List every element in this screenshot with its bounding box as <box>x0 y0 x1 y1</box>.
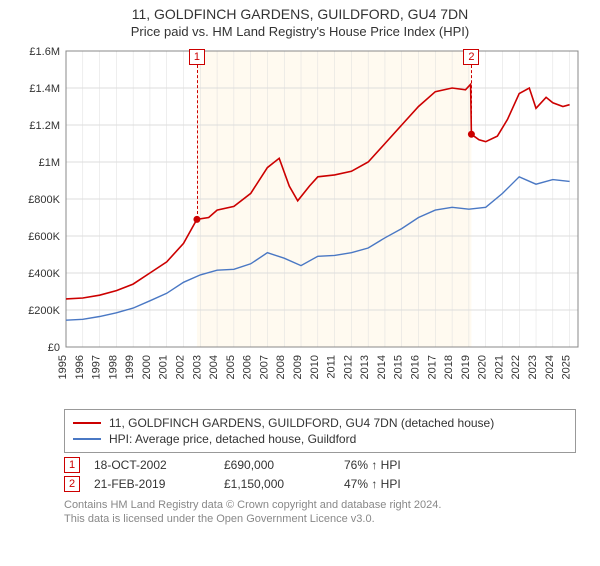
svg-text:2008: 2008 <box>275 355 287 379</box>
sale-callout-line <box>197 65 198 219</box>
sale-delta: 47% ↑ HPI <box>344 477 464 491</box>
legend-swatch <box>73 422 101 424</box>
svg-text:2019: 2019 <box>460 355 472 379</box>
svg-text:1995: 1995 <box>57 355 69 379</box>
sale-price: £690,000 <box>224 458 344 472</box>
footnote-line: Contains HM Land Registry data © Crown c… <box>64 498 576 512</box>
svg-text:£1.6M: £1.6M <box>29 46 60 58</box>
legend-swatch <box>73 438 101 440</box>
svg-text:2016: 2016 <box>410 355 422 379</box>
svg-text:2006: 2006 <box>242 355 254 379</box>
sale-row: 1 18-OCT-2002£690,00076% ↑ HPI <box>64 457 576 473</box>
svg-text:£1.4M: £1.4M <box>29 83 60 95</box>
svg-text:2023: 2023 <box>527 355 539 379</box>
footnote: Contains HM Land Registry data © Crown c… <box>64 498 576 527</box>
svg-text:1996: 1996 <box>74 355 86 379</box>
sale-row: 2 21-FEB-2019£1,150,00047% ↑ HPI <box>64 476 576 492</box>
footnote-line: This data is licensed under the Open Gov… <box>64 512 576 526</box>
legend: 11, GOLDFINCH GARDENS, GUILDFORD, GU4 7D… <box>64 409 576 453</box>
svg-text:£600K: £600K <box>28 231 60 243</box>
svg-text:2015: 2015 <box>393 355 405 379</box>
svg-text:2002: 2002 <box>175 355 187 379</box>
sale-delta: 76% ↑ HPI <box>344 458 464 472</box>
svg-text:2021: 2021 <box>493 355 505 379</box>
svg-text:£200K: £200K <box>28 305 60 317</box>
line-chart-svg: £0 £200K £400K £600K £800K £1M £1.2M £1.4M £1.6M… <box>10 43 590 403</box>
sale-callout-marker: 2 <box>463 49 479 65</box>
svg-text:2001: 2001 <box>158 355 170 379</box>
svg-text:2017: 2017 <box>426 355 438 379</box>
svg-text:2005: 2005 <box>225 355 237 379</box>
svg-text:2009: 2009 <box>292 355 304 379</box>
svg-text:2022: 2022 <box>510 355 522 379</box>
legend-label: 11, GOLDFINCH GARDENS, GUILDFORD, GU4 7D… <box>109 416 494 430</box>
svg-text:£400K: £400K <box>28 268 60 280</box>
svg-text:2003: 2003 <box>191 355 203 379</box>
svg-text:2014: 2014 <box>376 355 388 379</box>
chart-area: £0 £200K £400K £600K £800K £1M £1.2M £1.4M £1.6M… <box>10 43 590 403</box>
sale-date: 21-FEB-2019 <box>94 477 224 491</box>
sale-date: 18-OCT-2002 <box>94 458 224 472</box>
svg-text:1998: 1998 <box>107 355 119 379</box>
sale-marker: 1 <box>64 457 80 473</box>
svg-text:£1M: £1M <box>39 157 60 169</box>
sale-price: £1,150,000 <box>224 477 344 491</box>
svg-text:1999: 1999 <box>124 355 136 379</box>
svg-text:2004: 2004 <box>208 355 220 379</box>
chart-title: 11, GOLDFINCH GARDENS, GUILDFORD, GU4 7D… <box>0 6 600 22</box>
svg-text:£0: £0 <box>48 342 60 354</box>
sale-callout-marker: 1 <box>189 49 205 65</box>
svg-text:2018: 2018 <box>443 355 455 379</box>
sales-list: 1 18-OCT-2002£690,00076% ↑ HPI 2 21-FEB-201… <box>64 457 576 492</box>
svg-text:1997: 1997 <box>91 355 103 379</box>
chart-subtitle: Price paid vs. HM Land Registry's House … <box>0 24 600 39</box>
legend-label: HPI: Average price, detached house, Guil… <box>109 432 356 446</box>
svg-text:£1.2M: £1.2M <box>29 120 60 132</box>
svg-text:2011: 2011 <box>326 355 338 379</box>
svg-text:2020: 2020 <box>477 355 489 379</box>
svg-text:2012: 2012 <box>342 355 354 379</box>
svg-text:2024: 2024 <box>544 355 556 379</box>
legend-row: 11, GOLDFINCH GARDENS, GUILDFORD, GU4 7D… <box>73 416 567 430</box>
legend-row: HPI: Average price, detached house, Guil… <box>73 432 567 446</box>
svg-text:2025: 2025 <box>561 355 573 379</box>
svg-text:2007: 2007 <box>258 355 270 379</box>
sale-callout-line <box>471 65 472 134</box>
svg-text:2000: 2000 <box>141 355 153 379</box>
svg-text:2010: 2010 <box>309 355 321 379</box>
svg-text:2013: 2013 <box>359 355 371 379</box>
sale-marker: 2 <box>64 476 80 492</box>
svg-text:£800K: £800K <box>28 194 60 206</box>
